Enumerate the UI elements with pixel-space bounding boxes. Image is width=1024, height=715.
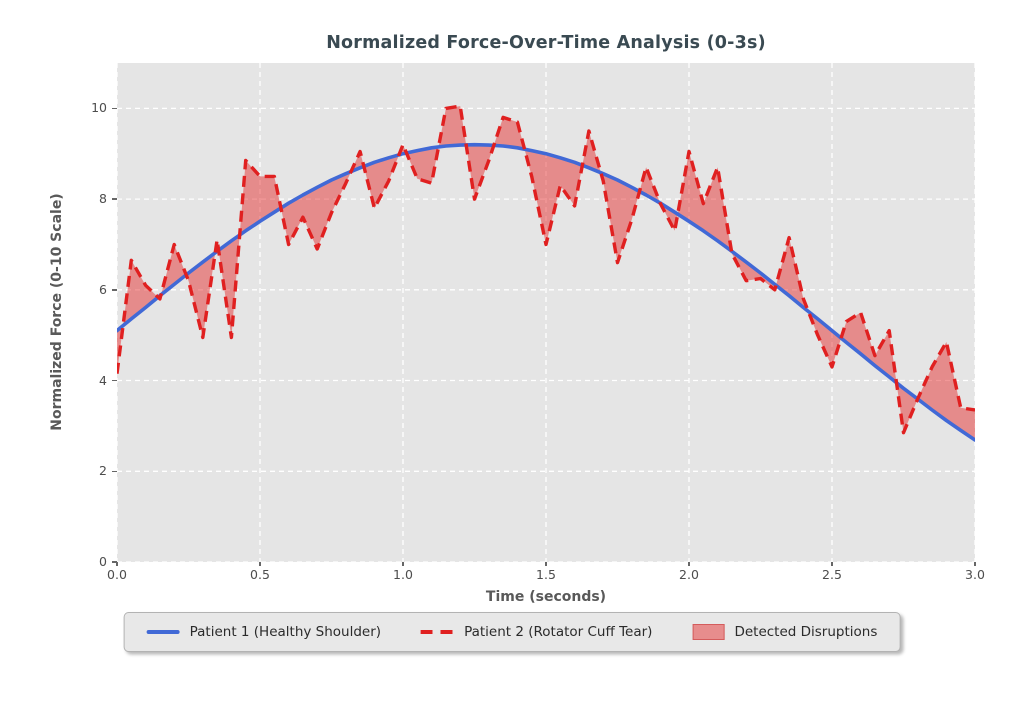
y-tick-mark-6 (112, 289, 117, 291)
disruptions-patch-swatch-icon (692, 624, 725, 640)
x-tick-label-3.0: 3.0 (965, 567, 985, 582)
y-tick-mark-4 (112, 379, 117, 382)
y-tick-mark-2 (112, 470, 117, 473)
y-tick-label-2: 2 (99, 463, 107, 479)
patient2-line (117, 104, 975, 435)
patient2-dashed-swatch-icon (421, 630, 455, 634)
x-tick-label-2.5: 2.5 (822, 567, 842, 582)
x-tick-mark-1.0 (402, 562, 404, 566)
legend-item-disruptions: Detected Disruptions (692, 624, 877, 640)
x-tick-mark-0.5 (259, 562, 261, 566)
disruption-fill-area (117, 106, 975, 440)
x-tick-mark-1.5 (545, 562, 547, 566)
chart-title: Normalized Force-Over-Time Analysis (0-3… (326, 33, 766, 53)
x-tick-mark-2.0 (688, 562, 690, 566)
y-tick-mark-0 (112, 561, 117, 563)
plot-area-svg (117, 63, 975, 562)
y-tick-label-6: 6 (99, 281, 107, 297)
y-tick-label-0: 0 (99, 554, 107, 569)
legend-item-patient2: Patient 2 (Rotator Cuff Tear) (421, 624, 652, 640)
y-axis-label: Normalized Force (0-10 Scale) (49, 193, 65, 431)
x-tick-label-1.0: 1.0 (393, 567, 413, 582)
x-tick-label-2.0: 2.0 (679, 567, 699, 582)
y-tick-label-8: 8 (99, 191, 107, 207)
patient1-line (117, 142, 975, 442)
x-tick-mark-3.0 (974, 562, 976, 566)
y-tick-mark-8 (112, 198, 117, 200)
x-tick-label-0.0: 0.0 (107, 567, 127, 582)
y-tick-mark-10 (112, 107, 117, 110)
legend-item-patient1: Patient 1 (Healthy Shoulder) (146, 624, 382, 640)
x-tick-label-1.5: 1.5 (536, 567, 556, 582)
x-tick-label-0.5: 0.5 (250, 567, 270, 582)
legend-label-disruptions: Detected Disruptions (734, 624, 878, 640)
legend-label-patient1: Patient 1 (Healthy Shoulder) (189, 624, 382, 640)
x-tick-mark-2.5 (831, 562, 833, 566)
y-tick-label-4: 4 (99, 372, 107, 388)
patient1-line-swatch-icon (146, 630, 180, 634)
x-tick-mark-0.0 (116, 562, 118, 566)
y-tick-label-10: 10 (91, 100, 107, 116)
x-axis-label: Time (seconds) (485, 589, 607, 605)
legend: Patient 1 (Healthy Shoulder) Patient 2 (… (123, 612, 901, 652)
legend-label-patient2: Patient 2 (Rotator Cuff Tear) (464, 624, 653, 640)
